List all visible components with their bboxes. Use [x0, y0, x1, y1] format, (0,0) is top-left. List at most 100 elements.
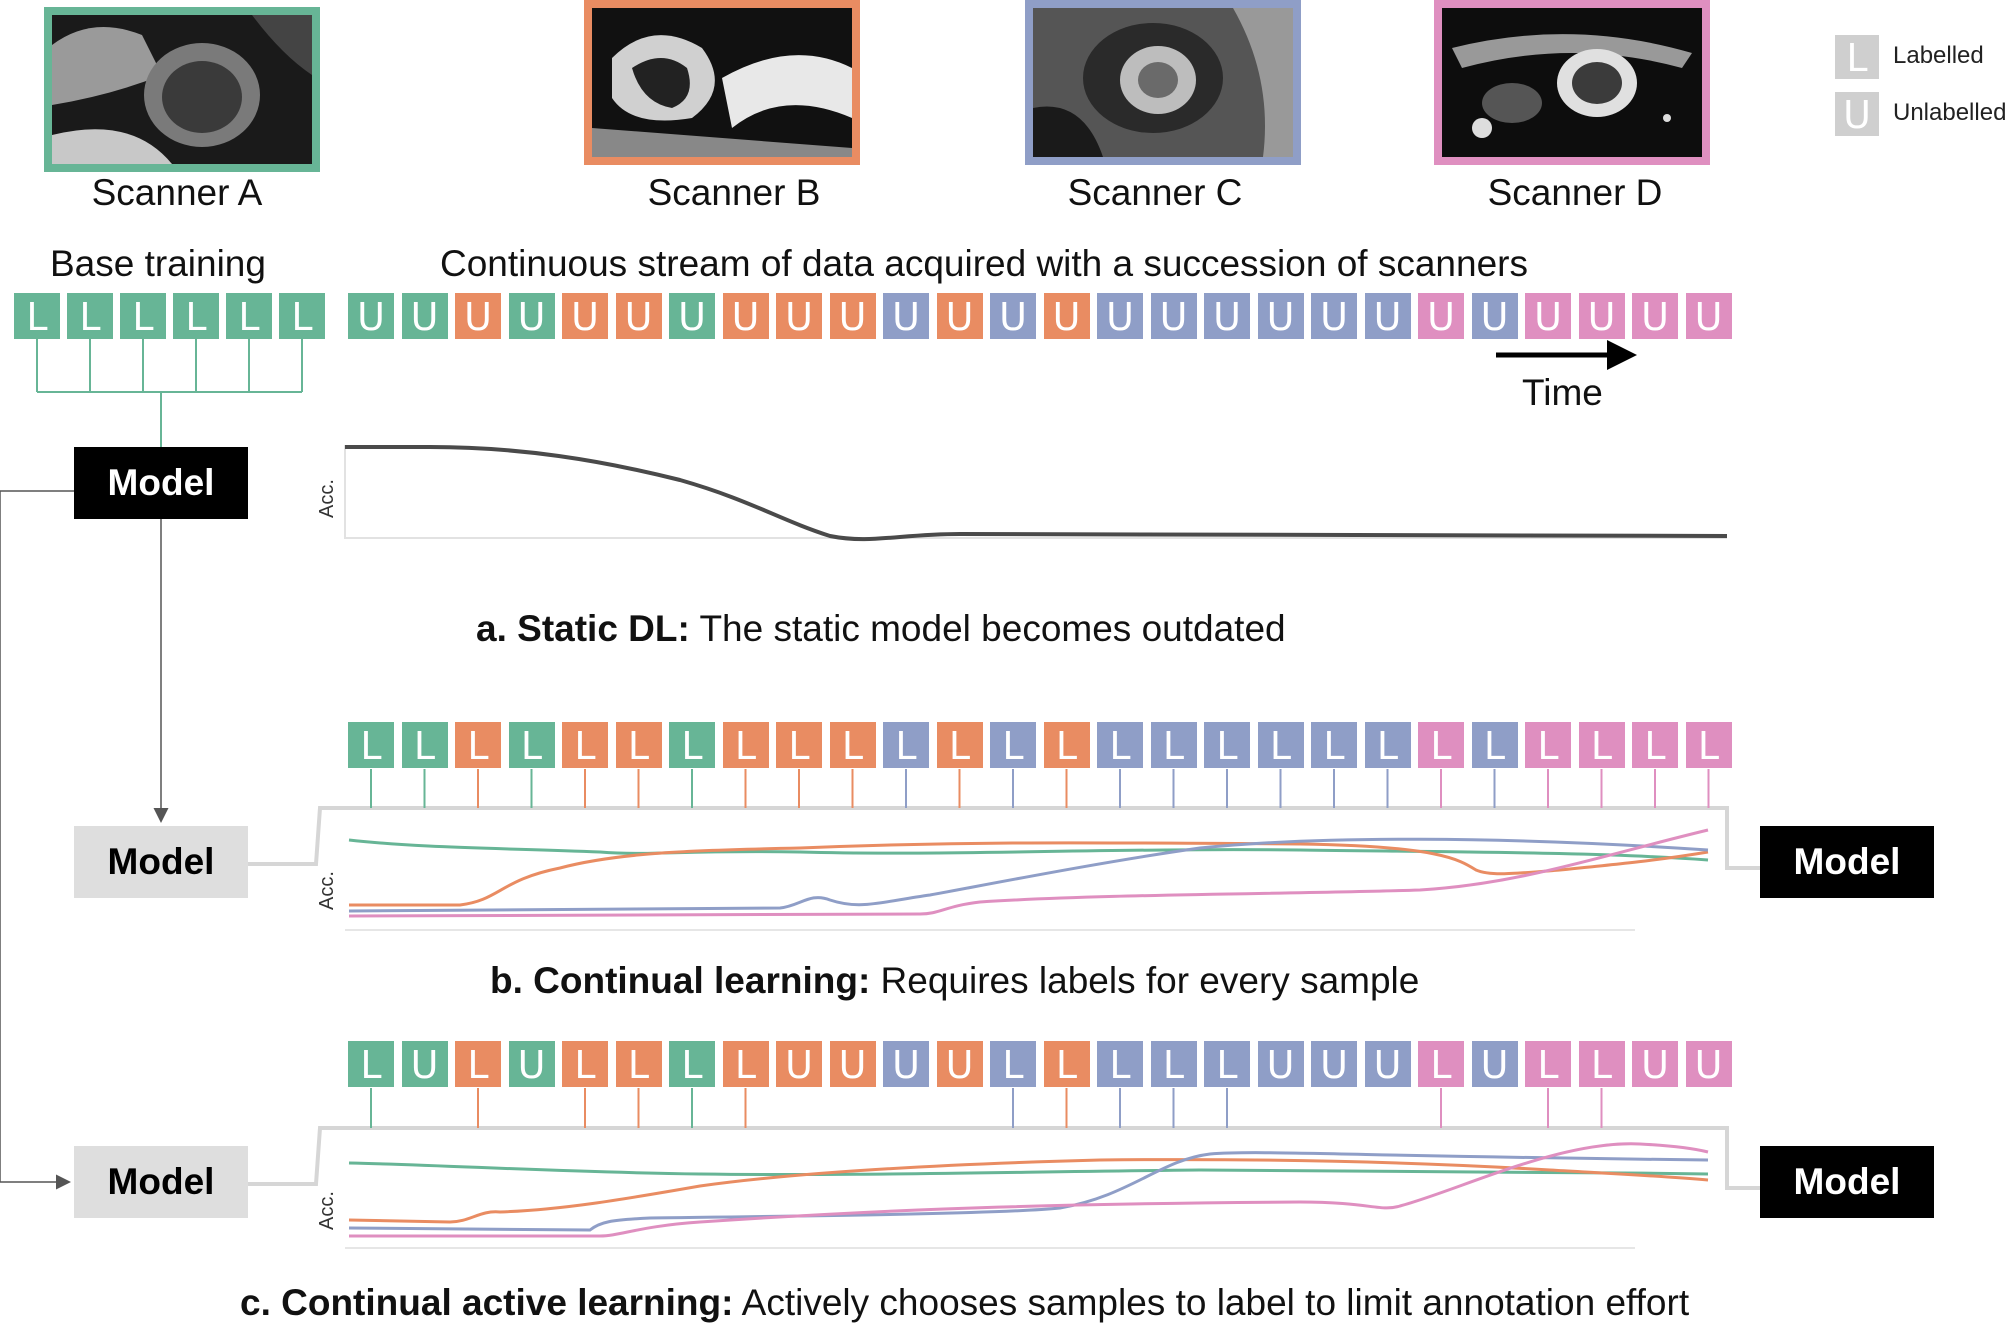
stream-b-square-labelled: L [508, 722, 555, 768]
caption-continual-text: Requires labels for every sample [870, 960, 1420, 1001]
scanner-b-label: Scanner B [647, 172, 821, 213]
stream-c-square-labelled: L [1578, 1041, 1625, 1087]
stream-c-square-unlabelled: U [508, 1041, 555, 1087]
acc-curve-c-d [349, 1142, 1709, 1238]
chart-a-axes [344, 445, 1727, 539]
stream-a-square-unlabelled: U [455, 293, 501, 339]
stream-b-square-labelled: L [1043, 722, 1090, 768]
model-side-connector [0, 490, 74, 1190]
scanner-c-image [1025, 0, 1301, 165]
scanner-d-label: Scanner D [1487, 172, 1663, 213]
legend-unlabelled-swatch: U [1835, 92, 1879, 137]
stream-a-square-unlabelled: U [1097, 293, 1143, 339]
stream-c-square-labelled: L [1150, 1041, 1197, 1087]
stream-b-square-labelled: L [1632, 722, 1678, 768]
acc-curve-static [345, 445, 1728, 542]
stream-c-square-unlabelled: U [1471, 1041, 1518, 1087]
stream-a-square-unlabelled: U [348, 293, 394, 339]
stream-b-square-labelled: L [1257, 722, 1304, 768]
stream-c-square-unlabelled: U [883, 1041, 929, 1087]
cardiac-mri-d [1442, 8, 1702, 157]
active-model-output: Model [1760, 1146, 1934, 1218]
stream-b-square-labelled: L [722, 722, 769, 768]
stream-a-square-unlabelled: U [508, 293, 555, 339]
base-model: Model [74, 447, 248, 519]
stream-c-square-unlabelled: U [1257, 1041, 1304, 1087]
stream-b-square-labelled: L [776, 722, 822, 768]
caption-static-text: The static model becomes outdated [689, 608, 1286, 649]
stream-c-square-labelled: L [722, 1041, 769, 1087]
base-square-labelled: L [14, 293, 60, 339]
stream-a-square-unlabelled: U [562, 293, 608, 339]
stream-a-square-unlabelled: U [936, 293, 983, 339]
stream-title: Continuous stream of data acquired with … [440, 243, 1528, 284]
stream-c-square-labelled: L [1525, 1041, 1571, 1087]
stream-b-square-labelled: L [1578, 722, 1625, 768]
cardiac-mri-a [52, 15, 312, 164]
caption-continual: b. Continual learning: Requires labels f… [490, 960, 1419, 1002]
stream-b-square-labelled: L [1311, 722, 1357, 768]
stream-c-square-labelled: L [990, 1041, 1036, 1087]
stream-a-square-unlabelled: U [1150, 293, 1197, 339]
legend-labelled-text: Labelled [1893, 42, 1984, 69]
base-square-labelled: L [120, 293, 166, 339]
caption-active-bold: c. Continual active learning: [240, 1282, 734, 1323]
stream-c-square-unlabelled: U [936, 1041, 983, 1087]
stream-a-square-unlabelled: U [401, 293, 448, 339]
stream-c-square-labelled: L [348, 1041, 394, 1087]
stream-b-square-labelled: L [1364, 722, 1411, 768]
stream-c-square-unlabelled: U [1685, 1041, 1732, 1087]
stream-b-square-labelled: L [1471, 722, 1518, 768]
stream-c-square-labelled: L [1043, 1041, 1090, 1087]
stream-a-square-unlabelled: U [1311, 293, 1357, 339]
stream-a-square-unlabelled: U [1632, 293, 1678, 339]
stream-b-square-labelled: L [936, 722, 983, 768]
stream-c-square-unlabelled: U [776, 1041, 822, 1087]
stream-a-square-unlabelled: U [669, 293, 715, 339]
stream-a-square-unlabelled: U [990, 293, 1036, 339]
continual-model-input: Model [74, 826, 248, 898]
caption-active-text: Actively chooses samples to label to lim… [733, 1282, 1690, 1323]
stream-a-square-unlabelled: U [829, 293, 876, 339]
stream-c-square-labelled: L [1204, 1041, 1250, 1087]
scanner-a-image [44, 7, 320, 172]
stream-b-square-labelled: L [829, 722, 876, 768]
stream-a-square-unlabelled: U [1578, 293, 1625, 339]
stream-c-square-unlabelled: U [1364, 1041, 1411, 1087]
stream-b-square-labelled: L [1204, 722, 1250, 768]
caption-static-bold: a. Static DL: [476, 608, 690, 649]
legend-labelled-swatch: L [1835, 35, 1879, 80]
base-square-labelled: L [67, 293, 113, 339]
cardiac-mri-b [592, 8, 852, 157]
stream-b-square-labelled: L [1097, 722, 1143, 768]
stream-a-square-unlabelled: U [1685, 293, 1732, 339]
chart-b-frame [248, 806, 1760, 870]
acc-curve-c-a [348, 1161, 1709, 1177]
legend-unlabelled-text: Unlabelled [1893, 99, 2007, 126]
scanner-d-image [1434, 0, 1710, 165]
stream-b-square-labelled: L [669, 722, 715, 768]
stream-a-square-unlabelled: U [1471, 293, 1518, 339]
stream-b-square-labelled: L [1525, 722, 1571, 768]
stream-a-square-unlabelled: U [1204, 293, 1250, 339]
base-square-labelled: L [173, 293, 219, 339]
stream-c-square-labelled: L [1418, 1041, 1464, 1087]
base-square-labelled: L [226, 293, 272, 339]
time-label: Time [1522, 372, 1603, 413]
stream-b-square-labelled: L [455, 722, 501, 768]
acc-curve-b-c [348, 837, 1709, 913]
scanner-b-image [584, 0, 860, 165]
stream-b-square-labelled: L [1150, 722, 1197, 768]
scanner-a-label: Scanner A [91, 172, 263, 213]
stream-b-square-labelled: L [1418, 722, 1464, 768]
acc-curve-c-c [348, 1151, 1709, 1232]
base-square-labelled: L [279, 293, 325, 339]
caption-static: a. Static DL: The static model becomes o… [476, 608, 1286, 650]
stream-b-square-labelled: L [348, 722, 394, 768]
stream-c-square-unlabelled: U [401, 1041, 448, 1087]
stream-c-square-unlabelled: U [1311, 1041, 1357, 1087]
acc-curve-b-a [348, 838, 1709, 862]
stream-a-square-unlabelled: U [1364, 293, 1411, 339]
caption-active: c. Continual active learning: Actively c… [240, 1282, 1689, 1324]
stream-b-square-labelled: L [990, 722, 1036, 768]
